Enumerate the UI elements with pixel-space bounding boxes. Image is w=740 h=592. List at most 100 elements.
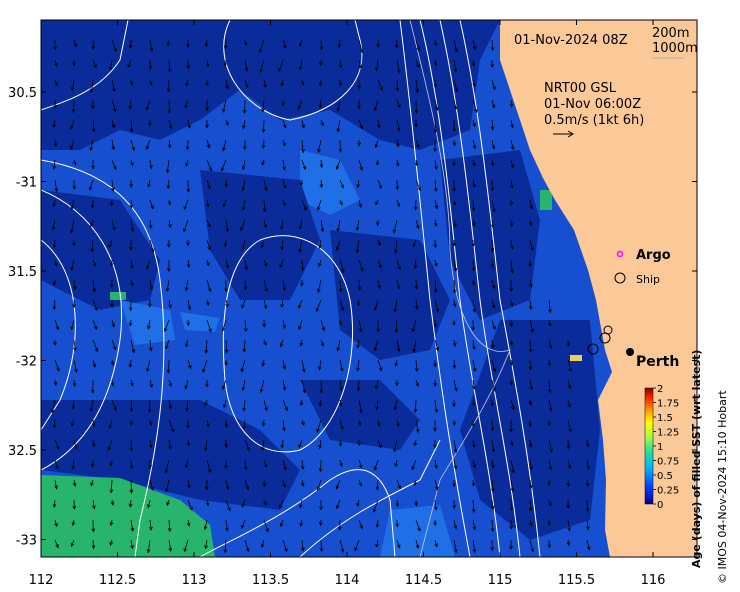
current-arrow-head [336, 228, 341, 233]
current-arrow-head [242, 125, 246, 130]
current-arrow-head [452, 162, 456, 167]
current-arrow-head [434, 409, 439, 414]
current-arrow-head [355, 249, 360, 254]
current-arrow-head [89, 407, 94, 413]
current-arrow [185, 279, 189, 291]
current-arrow-head [336, 505, 340, 510]
current-arrow-head [411, 466, 415, 471]
current-arrow-head [260, 543, 265, 548]
current-arrow [472, 99, 478, 113]
current-arrow-head [567, 527, 571, 532]
current-arrow [187, 359, 192, 369]
current-arrow [72, 399, 75, 409]
current-arrow-head [204, 401, 208, 407]
current-arrow-head [282, 202, 286, 207]
current-arrow [53, 119, 56, 128]
current-arrow-head [149, 165, 153, 170]
current-arrow [244, 539, 249, 552]
current-arrow [301, 159, 306, 170]
current-arrow-head [51, 409, 55, 414]
current-arrow-head [206, 262, 210, 267]
current-arrow-head [113, 406, 117, 412]
current-arrow-head [298, 444, 302, 449]
current-arrow [396, 499, 398, 507]
current-arrow-head [566, 445, 571, 450]
current-arrow-head [241, 304, 245, 309]
current-arrow-head [433, 187, 438, 192]
current-arrow-head [163, 327, 168, 333]
current-arrow [377, 239, 381, 246]
current-arrow [91, 239, 94, 252]
current-arrow-head [113, 108, 117, 113]
current-arrow-head [108, 424, 113, 429]
current-arrow [168, 59, 170, 72]
current-arrow [281, 439, 284, 448]
current-arrow-head [510, 164, 515, 169]
current-arrow-head [548, 466, 553, 471]
current-arrow [263, 79, 266, 88]
current-arrow-head [335, 165, 340, 170]
current-arrow-head [356, 387, 361, 392]
current-arrow [510, 99, 513, 107]
current-arrow [261, 239, 265, 248]
current-arrow-head [110, 361, 115, 366]
current-arrow-head [129, 421, 134, 426]
current-arrow-head [53, 341, 57, 346]
current-arrow [434, 479, 439, 490]
current-arrow [185, 79, 189, 87]
current-arrow [396, 199, 400, 207]
current-arrow [73, 279, 76, 290]
current-arrow [299, 39, 303, 47]
current-arrow [339, 539, 344, 553]
current-arrow [434, 59, 437, 66]
current-arrow [491, 299, 495, 309]
current-arrow [185, 379, 189, 389]
current-arrow-head [222, 203, 227, 208]
current-arrow-head [89, 223, 94, 228]
perth-marker-icon [626, 348, 634, 356]
current-arrow [529, 199, 533, 209]
current-arrow-head [510, 124, 514, 129]
current-arrow-head [491, 145, 496, 150]
current-arrow [415, 379, 419, 387]
current-arrow-head [490, 187, 495, 192]
current-arrow [356, 499, 360, 507]
current-arrow-head [320, 228, 325, 233]
current-arrow-head [301, 368, 306, 373]
current-arrow [71, 539, 75, 547]
current-arrow-head [222, 404, 227, 409]
current-arrow-head [109, 489, 114, 494]
current-arrow [54, 79, 58, 86]
current-arrow-head [318, 263, 322, 268]
current-arrow [168, 439, 171, 449]
current-arrow [358, 279, 361, 290]
current-arrow-head [282, 142, 286, 147]
current-arrow [92, 439, 95, 447]
current-arrow [472, 199, 475, 211]
current-arrow [358, 519, 363, 529]
current-arrow [92, 259, 96, 267]
current-arrow [453, 299, 456, 307]
current-arrow-head [300, 282, 304, 287]
current-arrow [472, 439, 475, 448]
current-arrow [472, 459, 476, 468]
current-arrow-head [373, 466, 378, 471]
current-arrow [282, 39, 286, 49]
current-arrow [279, 259, 284, 268]
current-arrow-head [338, 64, 343, 69]
current-arrow-head [359, 125, 364, 130]
current-arrow [71, 419, 75, 427]
current-arrow-head [149, 286, 154, 291]
current-arrow-head [241, 503, 245, 508]
current-arrow-head [339, 367, 344, 372]
current-arrow [434, 99, 439, 111]
current-arrow-head [412, 348, 417, 354]
current-arrow-head [282, 166, 286, 171]
current-arrow-head [241, 524, 245, 530]
current-arrow-head [530, 328, 534, 333]
current-arrow-head [317, 148, 321, 154]
current-arrow-head [452, 403, 456, 408]
current-arrow-head [298, 66, 303, 71]
current-arrow [263, 199, 266, 212]
current-arrow-head [319, 183, 324, 189]
